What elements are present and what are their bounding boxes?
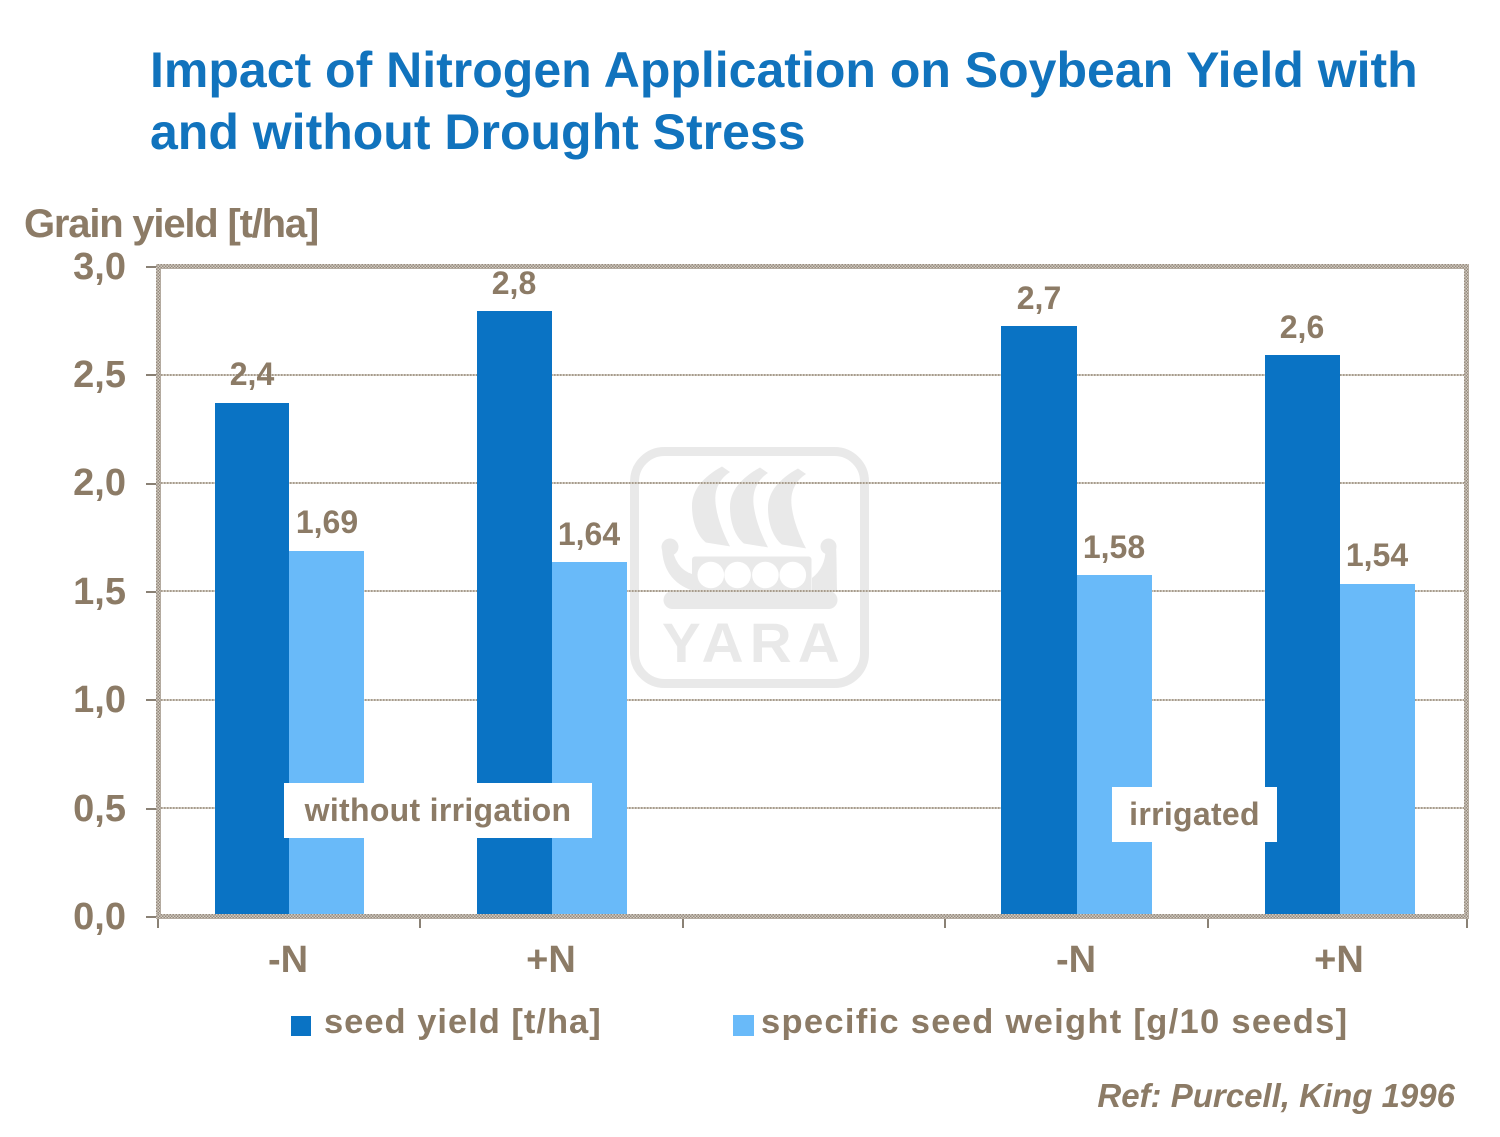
svg-text:YARA: YARA — [662, 611, 846, 674]
